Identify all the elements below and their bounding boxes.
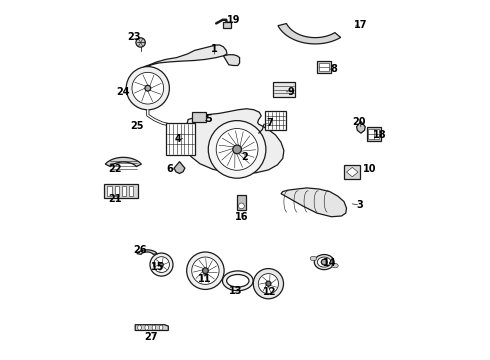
Text: 10: 10 [363,164,376,174]
Text: 4: 4 [175,134,182,144]
Circle shape [216,129,258,170]
Polygon shape [281,188,346,217]
Text: 5: 5 [206,114,212,124]
Bar [192,112,206,122]
Text: 17: 17 [354,20,368,30]
Text: 8: 8 [331,64,338,74]
Bar [129,186,133,196]
Circle shape [126,67,170,110]
Text: 16: 16 [235,212,248,222]
Ellipse shape [318,257,331,267]
Circle shape [153,257,170,273]
Ellipse shape [332,264,338,268]
Text: 26: 26 [133,245,147,255]
Polygon shape [183,109,284,174]
Text: 11: 11 [198,274,211,284]
Circle shape [266,281,271,286]
Circle shape [136,38,145,47]
Bar [237,195,245,210]
Bar [115,186,119,196]
Text: 27: 27 [145,332,158,342]
Ellipse shape [138,325,141,330]
Circle shape [145,85,151,91]
Ellipse shape [152,325,156,330]
Circle shape [202,268,208,274]
Text: 6: 6 [166,164,173,174]
Polygon shape [143,45,227,69]
Circle shape [321,259,327,265]
Circle shape [208,121,266,178]
Ellipse shape [222,271,253,291]
Text: 1: 1 [211,44,218,54]
Bar [122,186,126,196]
Text: 15: 15 [151,262,165,272]
Polygon shape [346,167,358,177]
Polygon shape [223,55,240,66]
Bar [344,165,360,179]
Ellipse shape [159,325,163,330]
Text: 21: 21 [108,194,122,204]
Bar [166,123,196,155]
Polygon shape [135,325,169,330]
Text: 2: 2 [242,152,248,162]
Polygon shape [137,250,157,255]
Polygon shape [105,157,142,166]
Bar [367,127,381,141]
Text: 20: 20 [353,117,366,127]
Polygon shape [357,121,365,133]
Text: 23: 23 [127,32,141,42]
Text: 25: 25 [130,121,144,131]
Text: 13: 13 [229,286,243,296]
Circle shape [150,253,173,276]
Ellipse shape [310,256,317,261]
Text: 22: 22 [108,164,122,174]
Text: 14: 14 [323,258,336,268]
Bar [368,129,379,139]
Text: 24: 24 [117,87,130,97]
Circle shape [239,203,245,209]
Text: 19: 19 [227,15,240,25]
Text: 12: 12 [263,287,276,297]
Circle shape [192,257,219,284]
Ellipse shape [227,275,249,287]
Circle shape [132,72,164,104]
Bar [107,186,112,196]
Bar [317,61,331,73]
Text: 9: 9 [288,87,294,97]
Bar [104,184,138,198]
Bar [273,82,294,97]
Text: 3: 3 [357,200,364,210]
Ellipse shape [145,325,148,330]
Ellipse shape [314,255,334,270]
Circle shape [258,274,278,294]
Polygon shape [278,23,341,44]
Polygon shape [174,162,185,174]
Circle shape [160,263,163,266]
Circle shape [233,145,242,154]
Bar [265,111,286,130]
Bar [319,63,329,71]
Circle shape [187,252,224,289]
Text: 18: 18 [373,130,387,140]
Circle shape [253,269,284,299]
Text: 7: 7 [267,118,273,128]
Bar [223,22,231,28]
